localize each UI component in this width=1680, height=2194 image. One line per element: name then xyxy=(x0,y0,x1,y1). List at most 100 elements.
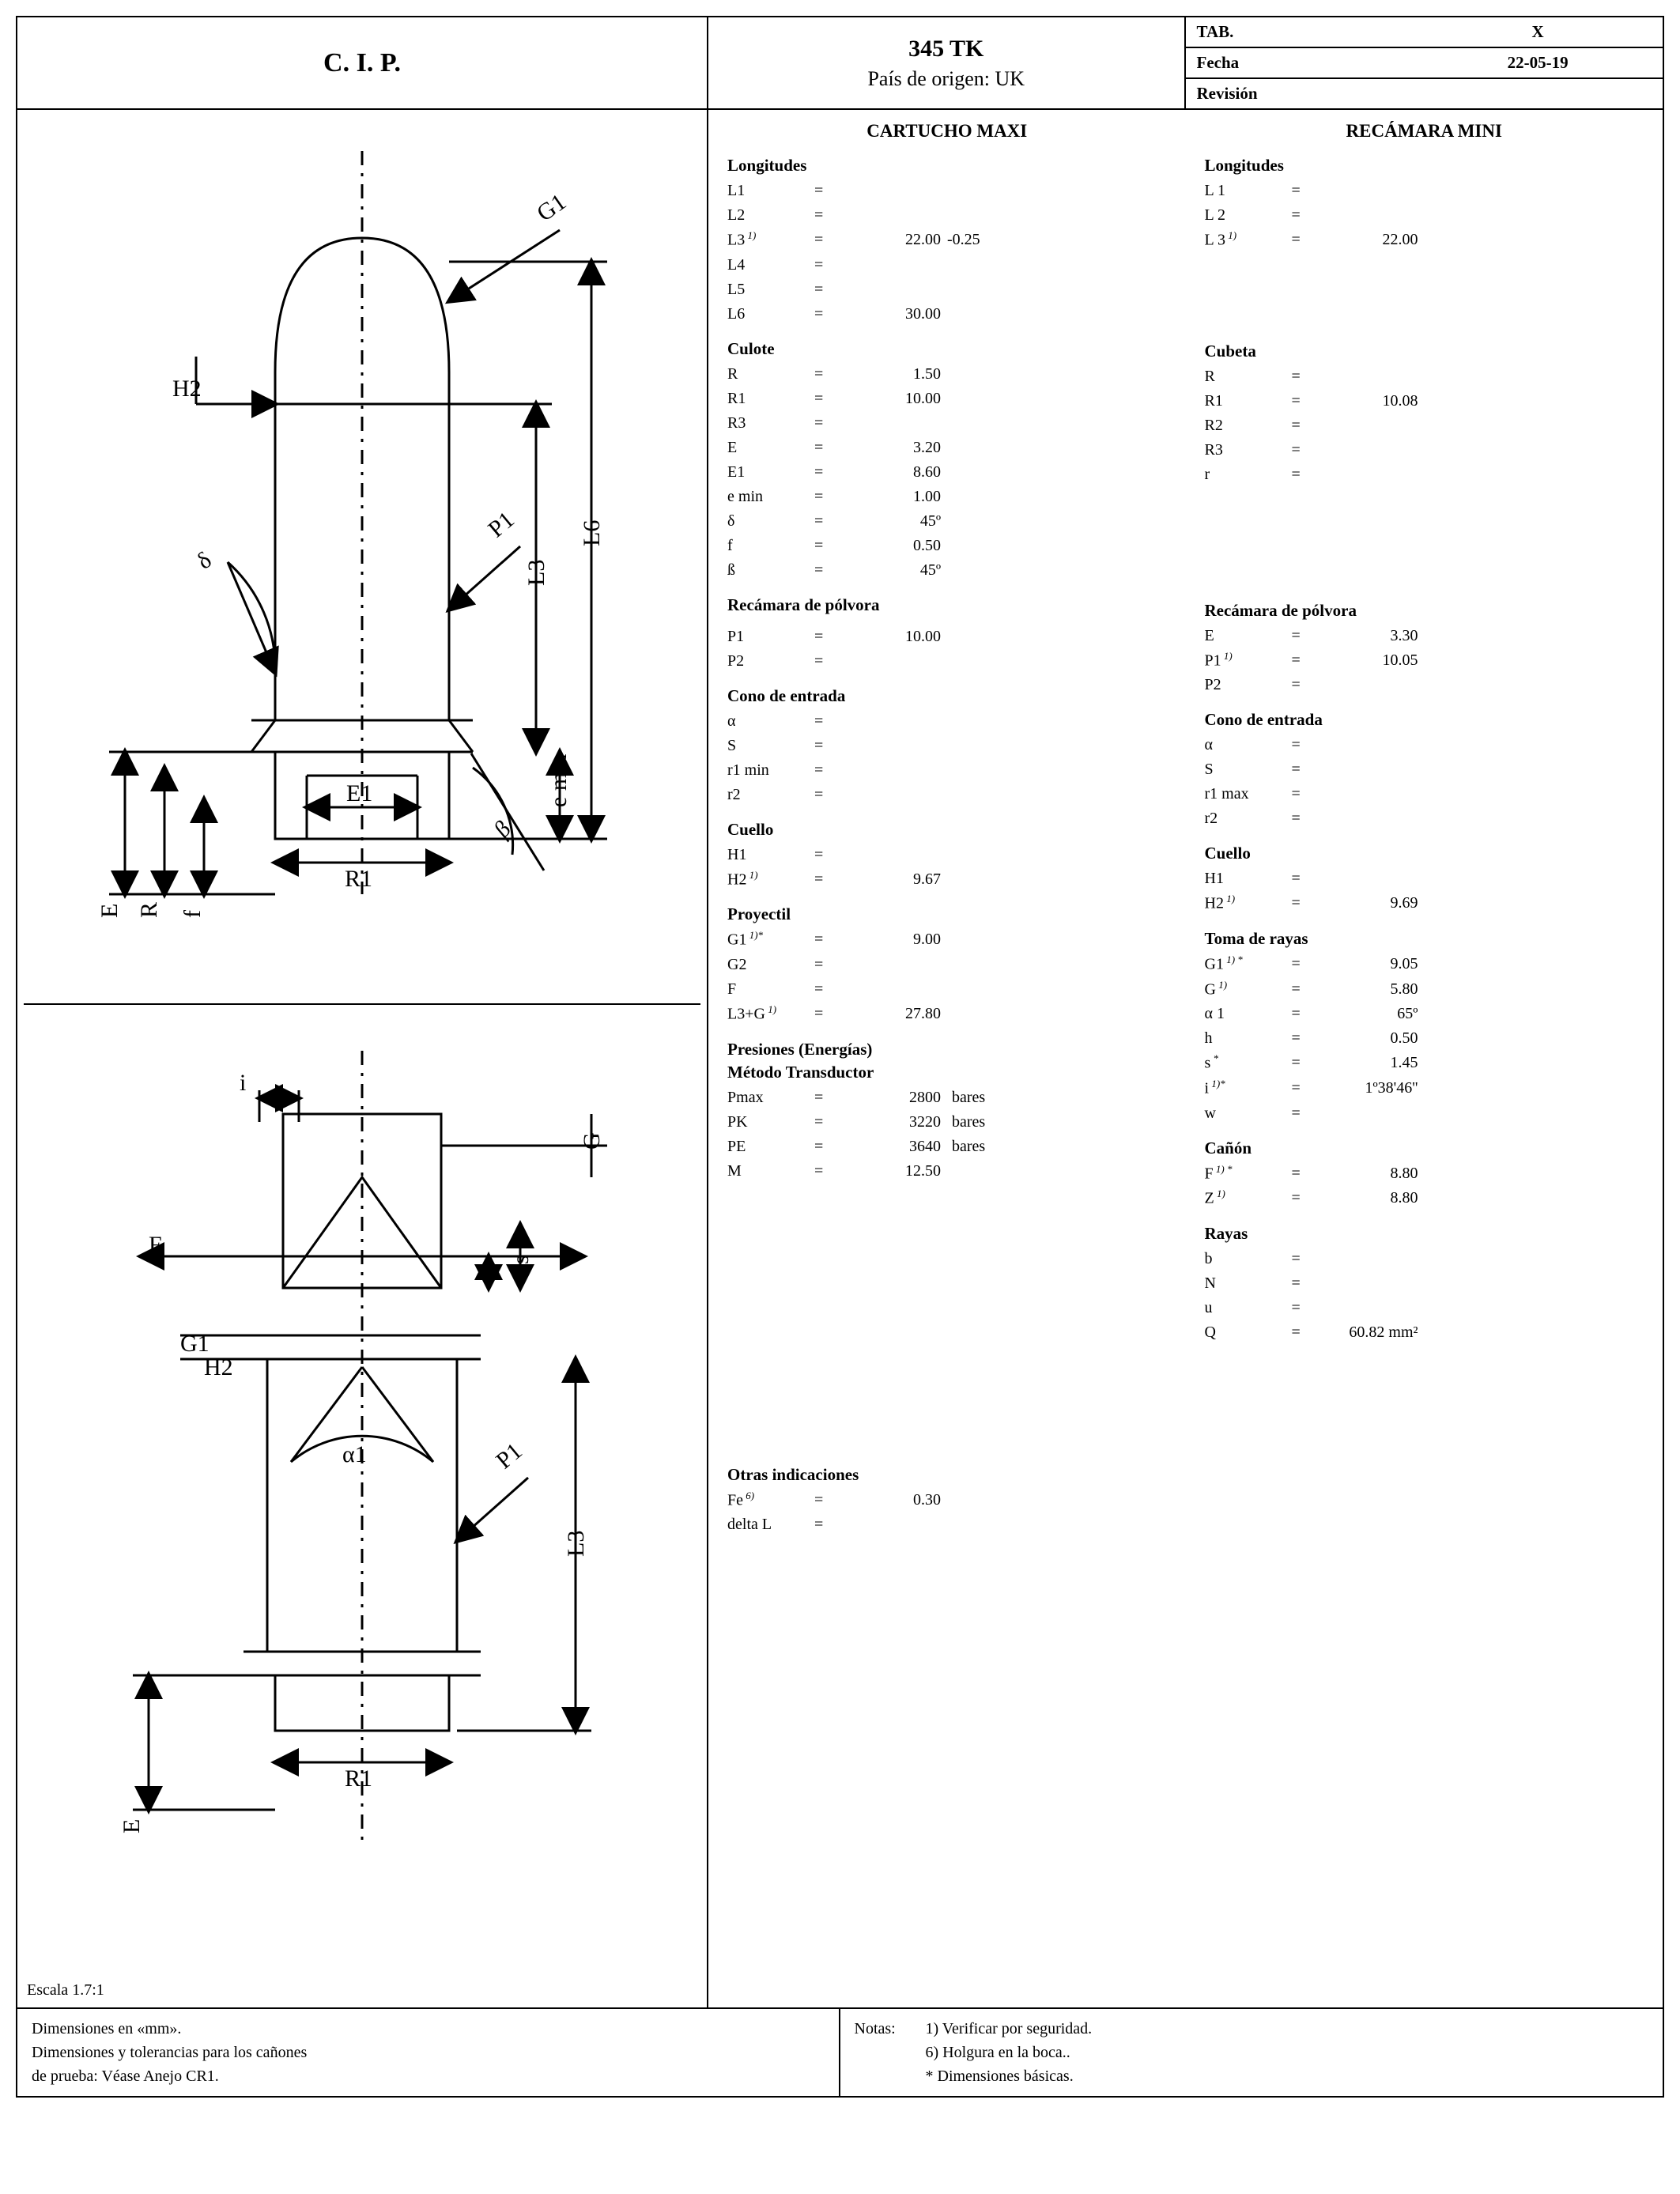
row-symbol: L4 xyxy=(727,253,814,278)
lbl2-h2: H2 xyxy=(204,1354,233,1380)
data-row: F= xyxy=(727,977,1166,1002)
row-symbol: L 1 xyxy=(1205,179,1292,203)
data-row: H1= xyxy=(1205,867,1644,891)
row-value xyxy=(836,179,947,203)
rev-label: Revisión xyxy=(1197,84,1425,104)
row-value: 9.05 xyxy=(1314,952,1425,977)
row-symbol: PE xyxy=(727,1135,814,1159)
rows-longitudes-c: L1=L2=L3 1)=22.00-0.25L4=L5=L6=30.00 xyxy=(727,179,1166,327)
row-value: 22.00 xyxy=(1314,228,1425,253)
row-equals: = xyxy=(814,927,836,953)
row-equals: = xyxy=(814,843,836,867)
data-row: PE=3640bares xyxy=(727,1135,1166,1159)
rows-longitudes-r: L 1=L 2=L 3 1)=22.00 xyxy=(1205,179,1644,253)
row-superscript: 1) xyxy=(1224,893,1235,904)
data-row: s *=1.45 xyxy=(1205,1051,1644,1076)
row-empty xyxy=(947,843,1010,867)
row-equals: = xyxy=(1292,782,1314,806)
row-equals: = xyxy=(814,278,836,302)
rows-proyectil: G1 1)*=9.00G2=F=L3+G 1)=27.80 xyxy=(727,927,1166,1026)
date-row: Fecha 22-05-19 xyxy=(1186,48,1663,79)
nota-line: 6) Holgura en la boca.. xyxy=(926,2041,1649,2064)
row-symbol: r xyxy=(1205,463,1292,487)
row-value: 27.80 xyxy=(836,1002,947,1027)
data-row: P2= xyxy=(1205,673,1644,697)
data-row: S= xyxy=(727,734,1166,758)
sec-rayas: Rayas xyxy=(1205,1224,1644,1244)
data-row: P1=10.00 xyxy=(727,625,1166,649)
data-row: h=0.50 xyxy=(1205,1026,1644,1051)
row-empty xyxy=(1425,1101,1488,1126)
row-empty xyxy=(947,203,1010,228)
row-symbol: L3 1) xyxy=(727,228,814,253)
row-empty xyxy=(1425,1002,1488,1026)
row-empty xyxy=(1425,624,1488,648)
row-symbol: b xyxy=(1205,1247,1292,1271)
row-equals: = xyxy=(814,302,836,327)
row-symbol: ß xyxy=(727,558,814,583)
row-value xyxy=(836,843,947,867)
row-value xyxy=(1314,1271,1425,1296)
header-meta: TAB. X Fecha 22-05-19 Revisión xyxy=(1186,17,1663,108)
row-empty xyxy=(947,1002,1010,1027)
row-value xyxy=(1314,1247,1425,1271)
row-symbol: R1 xyxy=(727,387,814,411)
row-equals: = xyxy=(814,362,836,387)
data-row: L3 1)=22.00-0.25 xyxy=(727,228,1166,253)
row-empty xyxy=(947,253,1010,278)
row-superscript: 1)* xyxy=(746,929,763,941)
row-value xyxy=(1314,463,1425,487)
row-symbol: H2 1) xyxy=(727,867,814,893)
row-symbol: r2 xyxy=(727,783,814,807)
row-value xyxy=(836,977,947,1002)
sec-otras: Otras indicaciones xyxy=(727,1465,1166,1485)
row-value: 60.82 mm² xyxy=(1314,1320,1425,1345)
datasheet: C. I. P. 345 TK País de origen: UK TAB. … xyxy=(16,16,1664,2098)
row-equals: = xyxy=(1292,1247,1314,1271)
row-empty xyxy=(947,625,1010,649)
row-empty xyxy=(1425,1161,1488,1187)
row-equals: = xyxy=(1292,364,1314,389)
row-empty xyxy=(947,460,1010,485)
row-value xyxy=(1314,782,1425,806)
row-symbol: r1 max xyxy=(1205,782,1292,806)
data-row: ß=45º xyxy=(727,558,1166,583)
origin-line: País de origen: UK xyxy=(867,67,1025,91)
row-empty xyxy=(947,558,1010,583)
sec-cuello-r: Cuello xyxy=(1205,844,1644,863)
row-equals: = xyxy=(1292,1076,1314,1101)
data-row: L3+G 1)=27.80 xyxy=(727,1002,1166,1027)
row-empty xyxy=(947,953,1010,977)
row-empty xyxy=(1425,228,1488,253)
row-equals: = xyxy=(814,253,836,278)
notas-label: Notas: xyxy=(855,2017,926,2088)
footer-line: Dimensiones y tolerancias para los cañon… xyxy=(32,2041,825,2064)
row-value xyxy=(836,783,947,807)
row-value: 0.30 xyxy=(836,1488,947,1513)
data-row: L 2= xyxy=(1205,203,1644,228)
sec-cubeta: Cubeta xyxy=(1205,342,1644,361)
recamara-title: RECÁMARA MINI xyxy=(1205,121,1644,142)
row-symbol: PK xyxy=(727,1110,814,1135)
row-empty xyxy=(1425,891,1488,916)
data-row: H2 1)=9.67 xyxy=(727,867,1166,893)
lbl2-e: E xyxy=(119,1819,145,1833)
lbl-emin: e min xyxy=(546,754,572,808)
row-symbol: L 3 1) xyxy=(1205,228,1292,253)
row-equals: = xyxy=(1292,463,1314,487)
row-symbol: F xyxy=(727,977,814,1002)
row-value xyxy=(836,953,947,977)
lbl-r1: R1 xyxy=(345,866,372,892)
row-symbol: L6 xyxy=(727,302,814,327)
row-symbol: H2 1) xyxy=(1205,891,1292,916)
row-symbol: R3 xyxy=(727,411,814,436)
row-symbol: R xyxy=(727,362,814,387)
recamara-column: RECÁMARA MINI Longitudes L 1=L 2=L 3 1)=… xyxy=(1186,110,1663,2007)
data-row: G1 1) *=9.05 xyxy=(1205,952,1644,977)
data-row: L4= xyxy=(727,253,1166,278)
data-row: w= xyxy=(1205,1101,1644,1126)
row-equals: = xyxy=(814,485,836,509)
row-equals: = xyxy=(1292,1051,1314,1076)
row-symbol: α xyxy=(727,709,814,734)
row-equals: = xyxy=(814,460,836,485)
